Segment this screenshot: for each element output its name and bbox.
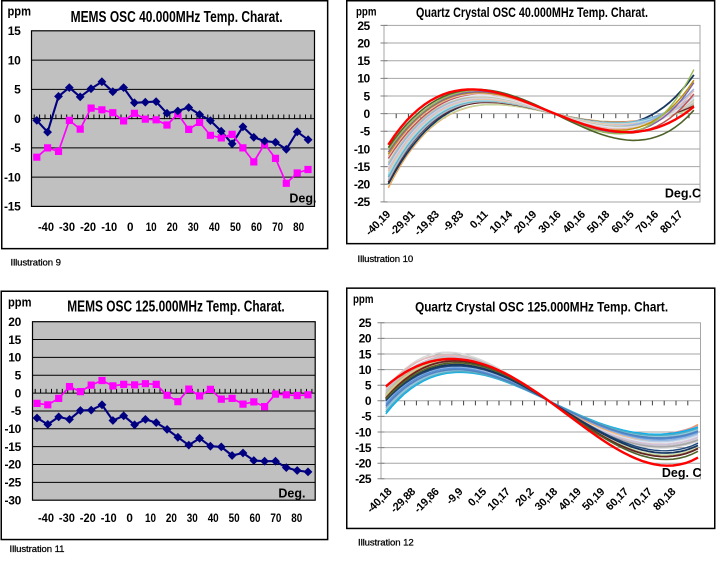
svg-text:0: 0 xyxy=(15,386,22,400)
svg-text:50: 50 xyxy=(230,220,241,234)
svg-text:-20: -20 xyxy=(354,178,371,192)
svg-text:25: 25 xyxy=(357,19,370,33)
svg-text:15: 15 xyxy=(359,347,372,361)
svg-text:ppm: ppm xyxy=(353,292,374,306)
svg-text:Deg.C: Deg.C xyxy=(665,187,701,201)
svg-text:-5: -5 xyxy=(360,125,370,139)
svg-text:Illustration 11: Illustration 11 xyxy=(10,544,65,555)
svg-text:MEMS OSC 125.000MHz Temp. Char: MEMS OSC 125.000MHz Temp. Charat. xyxy=(67,298,285,315)
svg-text:10: 10 xyxy=(8,53,21,67)
svg-text:-15: -15 xyxy=(354,160,371,174)
svg-text:80: 80 xyxy=(291,511,302,525)
svg-text:-30: -30 xyxy=(59,511,75,525)
svg-text:15: 15 xyxy=(8,24,21,38)
svg-text:0: 0 xyxy=(14,112,21,126)
svg-text:-25: -25 xyxy=(5,476,22,490)
svg-text:5: 5 xyxy=(365,379,372,393)
svg-text:80: 80 xyxy=(293,220,304,234)
svg-text:Deg.: Deg. xyxy=(278,487,305,501)
svg-text:-25: -25 xyxy=(355,472,372,486)
svg-text:10: 10 xyxy=(357,72,370,86)
svg-text:Quartz Crystal OSC 125.000MHz: Quartz Crystal OSC 125.000MHz Temp. Char… xyxy=(415,300,668,315)
svg-text:-20: -20 xyxy=(355,457,372,471)
svg-text:60: 60 xyxy=(251,220,262,234)
svg-text:5: 5 xyxy=(14,83,21,97)
svg-text:-10: -10 xyxy=(101,220,117,234)
svg-text:0: 0 xyxy=(364,107,371,121)
svg-text:15: 15 xyxy=(8,333,21,347)
svg-text:70: 70 xyxy=(270,511,281,525)
svg-text:-20: -20 xyxy=(80,220,96,234)
svg-text:50: 50 xyxy=(229,511,240,525)
svg-text:-5: -5 xyxy=(10,141,21,155)
svg-text:-10: -10 xyxy=(354,142,371,156)
svg-text:15: 15 xyxy=(357,54,370,68)
svg-text:-20: -20 xyxy=(80,511,96,525)
svg-text:Illustration 12: Illustration 12 xyxy=(358,538,414,549)
svg-text:25: 25 xyxy=(359,316,372,330)
svg-text:30: 30 xyxy=(187,511,198,525)
svg-text:10: 10 xyxy=(145,511,156,525)
svg-text:-15: -15 xyxy=(4,200,21,214)
svg-text:20: 20 xyxy=(166,511,177,525)
svg-text:ppm: ppm xyxy=(8,294,32,309)
svg-text:40: 40 xyxy=(209,220,220,234)
svg-text:-10: -10 xyxy=(101,511,117,525)
svg-text:MEMS OSC 40.000MHz Temp. Chara: MEMS OSC 40.000MHz Temp. Charat. xyxy=(71,9,283,26)
svg-text:ppm: ppm xyxy=(8,3,32,18)
svg-text:20: 20 xyxy=(359,332,372,346)
svg-text:Illustration 10: Illustration 10 xyxy=(358,254,414,265)
svg-text:-30: -30 xyxy=(59,220,75,234)
svg-text:60: 60 xyxy=(250,511,261,525)
svg-text:20: 20 xyxy=(357,36,370,50)
svg-text:30: 30 xyxy=(188,220,199,234)
svg-text:20: 20 xyxy=(167,220,178,234)
svg-text:-5: -5 xyxy=(11,404,22,418)
svg-text:-10: -10 xyxy=(5,422,22,436)
svg-text:-15: -15 xyxy=(5,440,22,454)
svg-text:Illustration 9: Illustration 9 xyxy=(11,258,61,269)
svg-text:Deg. C: Deg. C xyxy=(662,466,702,480)
svg-text:0: 0 xyxy=(127,220,134,234)
svg-text:5: 5 xyxy=(364,89,371,103)
svg-text:-40: -40 xyxy=(38,511,54,525)
svg-text:0: 0 xyxy=(126,511,133,525)
svg-text:-40: -40 xyxy=(38,220,54,234)
svg-text:-10: -10 xyxy=(4,170,21,184)
svg-text:-25: -25 xyxy=(354,195,371,209)
svg-text:Deg.: Deg. xyxy=(289,192,316,206)
svg-text:-10: -10 xyxy=(355,425,372,439)
svg-text:40: 40 xyxy=(208,511,219,525)
svg-text:Quartz Crystal OSC 40.000MHz T: Quartz Crystal OSC 40.000MHz Temp. Chara… xyxy=(416,5,648,20)
svg-text:20: 20 xyxy=(8,315,21,329)
svg-text:-20: -20 xyxy=(5,458,22,472)
svg-text:-30: -30 xyxy=(5,493,22,507)
svg-text:10: 10 xyxy=(359,363,372,377)
svg-text:10: 10 xyxy=(8,351,21,365)
svg-text:70: 70 xyxy=(272,220,283,234)
svg-text:10: 10 xyxy=(146,220,157,234)
svg-text:-15: -15 xyxy=(355,441,372,455)
svg-text:ppm: ppm xyxy=(356,4,377,18)
svg-text:5: 5 xyxy=(15,368,22,382)
svg-text:0: 0 xyxy=(365,394,372,408)
svg-text:-5: -5 xyxy=(361,410,371,424)
